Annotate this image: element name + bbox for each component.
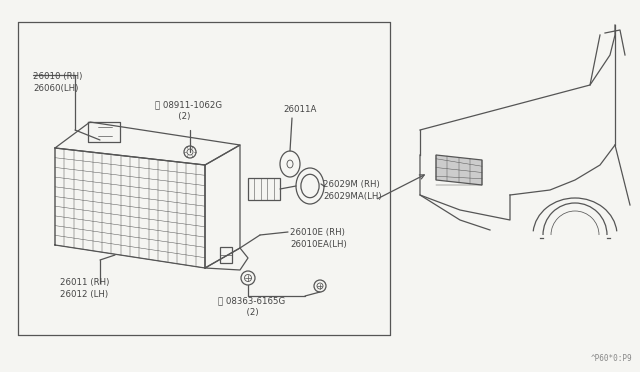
Circle shape (187, 149, 193, 155)
Text: 26011A: 26011A (283, 105, 316, 114)
Text: 26060(LH): 26060(LH) (33, 84, 78, 93)
Circle shape (314, 280, 326, 292)
Text: 26011 (RH): 26011 (RH) (60, 278, 109, 287)
Bar (248, 178, 280, 200)
Ellipse shape (287, 160, 293, 168)
Text: 26010E (RH): 26010E (RH) (290, 228, 345, 237)
Text: 26029M (RH): 26029M (RH) (323, 180, 380, 189)
Circle shape (241, 271, 255, 285)
Ellipse shape (280, 151, 300, 177)
Circle shape (184, 146, 196, 158)
Text: Ⓢ 08363-6165G: Ⓢ 08363-6165G (218, 296, 285, 305)
Text: ^P60*0:P9: ^P60*0:P9 (590, 354, 632, 363)
Text: (2): (2) (230, 308, 259, 317)
Text: 26012 (LH): 26012 (LH) (60, 290, 108, 299)
Ellipse shape (301, 174, 319, 198)
Circle shape (317, 283, 323, 289)
Text: 26010EA(LH): 26010EA(LH) (290, 240, 347, 249)
Bar (220, 247, 232, 263)
Ellipse shape (296, 168, 324, 204)
Text: 26029MA(LH): 26029MA(LH) (323, 192, 381, 201)
Text: Ⓝ 08911-1062G: Ⓝ 08911-1062G (155, 100, 222, 109)
Polygon shape (436, 155, 482, 185)
Circle shape (244, 275, 252, 282)
Text: (2): (2) (170, 112, 190, 121)
Text: 26010 (RH): 26010 (RH) (33, 72, 83, 81)
